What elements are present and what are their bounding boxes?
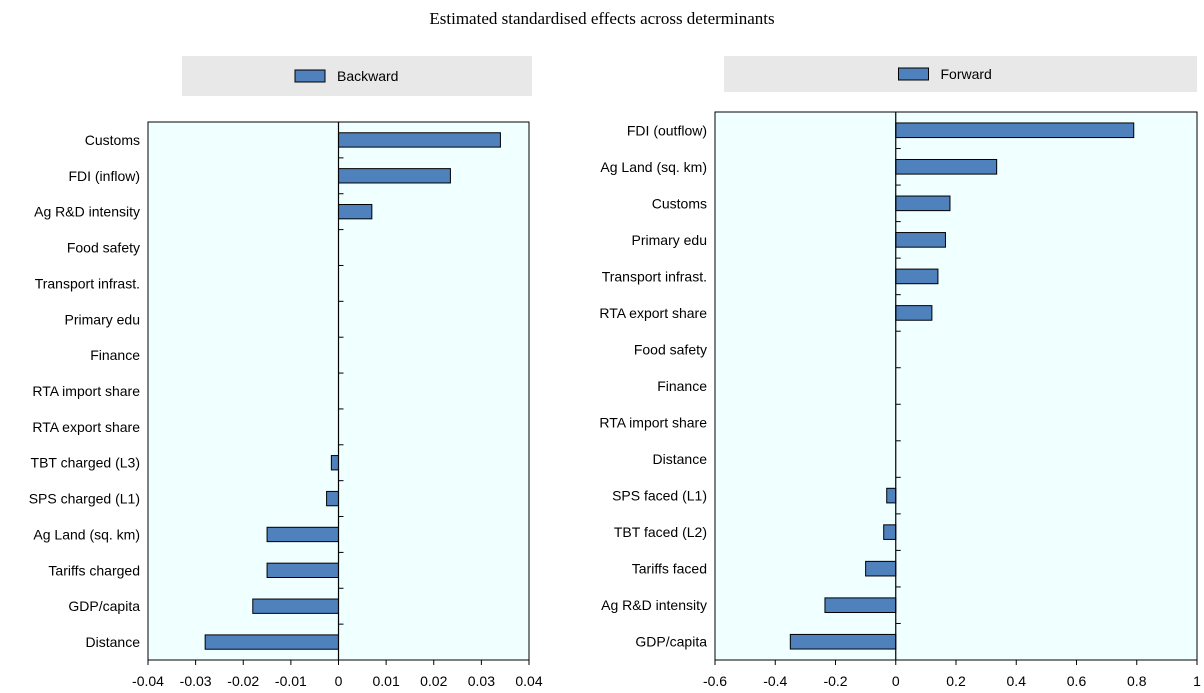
bar-1-14 xyxy=(252,598,339,614)
category-label: Food safety xyxy=(634,341,707,357)
category-label: RTA import share xyxy=(599,415,707,431)
plot-area xyxy=(714,111,1198,661)
legend-swatch xyxy=(294,69,326,83)
bar-1-12 xyxy=(266,526,339,543)
category-label: Ag Land (sq. km) xyxy=(600,159,707,175)
x-tick-label: -0.01 xyxy=(275,673,307,689)
x-tick-label: 0 xyxy=(892,673,900,689)
bar-1-11 xyxy=(326,490,339,507)
category-label: FDI (inflow) xyxy=(68,168,140,184)
category-label: Tariffs charged xyxy=(48,562,140,578)
bar-1-2 xyxy=(338,168,451,184)
category-label: SPS faced (L1) xyxy=(612,488,707,504)
x-tick-label: 0.2 xyxy=(946,673,966,689)
category-label: TBT faced (L2) xyxy=(614,524,707,540)
category-label: Distance xyxy=(86,634,141,650)
x-tick-label: 0.4 xyxy=(1007,673,1027,689)
category-label: Ag R&D intensity xyxy=(34,204,140,220)
bar-1-3 xyxy=(338,203,373,220)
legend-box xyxy=(182,56,532,96)
x-tick-label: -0.03 xyxy=(180,673,212,689)
category-label: RTA export share xyxy=(32,419,140,435)
bar-1-15 xyxy=(204,634,339,650)
bar-1-1 xyxy=(338,132,501,148)
category-label: Finance xyxy=(657,378,707,394)
bar-2-13 xyxy=(865,560,897,577)
x-tick-label: -0.4 xyxy=(763,673,787,689)
category-label: Ag R&D intensity xyxy=(601,597,707,613)
category-label: RTA export share xyxy=(599,305,707,321)
bar-2-15 xyxy=(789,633,897,650)
category-label: Customs xyxy=(85,132,140,148)
category-label: GDP/capita xyxy=(635,634,707,650)
legend-swatch xyxy=(898,67,929,81)
x-tick-label: 0 xyxy=(335,673,343,689)
chart-panel-2: Forward FDI (outflow) Ag Land (sq. km) Cust… xyxy=(599,56,1201,689)
bar-2-14 xyxy=(824,597,897,614)
category-label: Distance xyxy=(653,451,708,467)
legend-label: Backward xyxy=(337,68,398,84)
bar-2-3 xyxy=(895,195,951,212)
bar-2-1 xyxy=(895,122,1135,139)
category-label: RTA import share xyxy=(32,383,140,399)
category-label: Finance xyxy=(90,347,140,363)
chart-panel-1: Backward Customs FDI (inflow) Ag R&D intens… xyxy=(29,56,543,689)
category-label: TBT charged (L3) xyxy=(31,455,140,471)
legend-label: Forward xyxy=(941,66,992,82)
bar-1-10 xyxy=(330,455,340,471)
bar-1-13 xyxy=(266,562,339,579)
category-label: Primary edu xyxy=(65,311,140,327)
x-tick-label: -0.02 xyxy=(227,673,259,689)
bar-2-4 xyxy=(895,232,946,248)
x-tick-label: 0.03 xyxy=(468,673,495,689)
x-tick-label: -0.2 xyxy=(823,673,847,689)
x-tick-label: 1 xyxy=(1193,673,1201,689)
category-label: Tariffs faced xyxy=(632,561,707,577)
category-label: Primary edu xyxy=(632,232,707,248)
category-label: FDI (outflow) xyxy=(627,122,707,138)
x-tick-label: 0.6 xyxy=(1067,673,1087,689)
bar-2-2 xyxy=(895,158,998,175)
bar-2-12 xyxy=(883,524,897,540)
legend-box xyxy=(724,56,1197,92)
bar-2-11 xyxy=(886,487,897,504)
category-label: Transport infrast. xyxy=(35,275,140,291)
category-label: Food safety xyxy=(67,240,140,256)
bar-2-5 xyxy=(895,268,939,285)
category-label: SPS charged (L1) xyxy=(29,491,140,507)
category-label: GDP/capita xyxy=(68,598,140,614)
bar-2-6 xyxy=(895,305,933,321)
x-tick-label: -0.04 xyxy=(132,673,164,689)
category-label: Customs xyxy=(652,195,707,211)
x-tick-label: 0.04 xyxy=(515,673,542,689)
x-tick-label: 0.8 xyxy=(1127,673,1147,689)
chart-title: Estimated standardised effects across de… xyxy=(429,9,774,28)
category-label: Ag Land (sq. km) xyxy=(33,526,140,542)
category-label: Transport infrast. xyxy=(602,268,707,284)
x-tick-label: 0.02 xyxy=(420,673,447,689)
x-tick-label: -0.6 xyxy=(703,673,727,689)
x-tick-label: 0.01 xyxy=(373,673,400,689)
